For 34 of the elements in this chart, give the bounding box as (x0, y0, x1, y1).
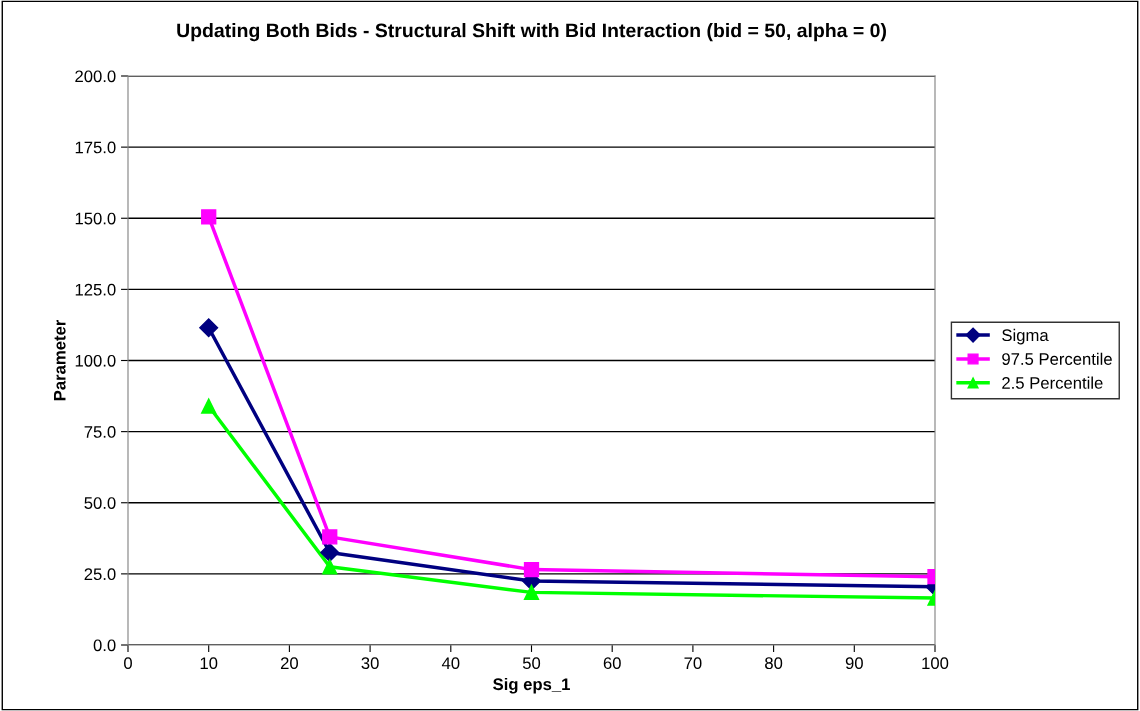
y-tick-label: 0.0 (93, 639, 116, 652)
x-tick-label: 90 (845, 657, 863, 670)
x-tick-label: 20 (280, 657, 299, 670)
point (199, 318, 219, 338)
y-axis-title: Parameter (54, 319, 66, 401)
legend-label: 2.5 Percentile (1002, 376, 1103, 389)
x-tick-label: 80 (765, 657, 783, 670)
chart-title: Updating Both Bids - Structural Shift with Bid Interaction (bid = 50, alpha = 0) (177, 23, 886, 42)
x-tick-label: 40 (441, 657, 460, 670)
y-tick-label: 50.0 (84, 497, 116, 509)
x-tick-label: 70 (684, 657, 702, 670)
x-tick-label: 30 (361, 657, 379, 670)
x-tick-label: 50 (522, 657, 541, 670)
y-tick-label: 175.0 (75, 141, 116, 154)
y-tick-label: 150.0 (75, 212, 116, 225)
point (523, 561, 540, 578)
legend-label: 97.5 Percentile (1002, 352, 1112, 365)
point (201, 209, 217, 225)
x-tick-label: 10 (200, 657, 218, 670)
y-tick-label: 100.0 (75, 354, 116, 367)
x-tick-label: 60 (603, 657, 621, 670)
point (322, 559, 338, 575)
y-tick-label: 25.0 (84, 568, 116, 581)
y-tick-label: 125.0 (75, 283, 116, 296)
x-tick-label: 0 (124, 657, 132, 670)
y-tick-label: 75.0 (84, 426, 116, 438)
x-axis-title: Sig eps_1 (493, 677, 570, 694)
x-tick-label: 100 (922, 657, 949, 670)
point (322, 529, 338, 545)
legend-label: Sigma (1002, 328, 1049, 345)
y-tick-label: 200.0 (75, 70, 116, 83)
point (201, 398, 217, 414)
point (320, 543, 340, 563)
point (523, 584, 540, 601)
